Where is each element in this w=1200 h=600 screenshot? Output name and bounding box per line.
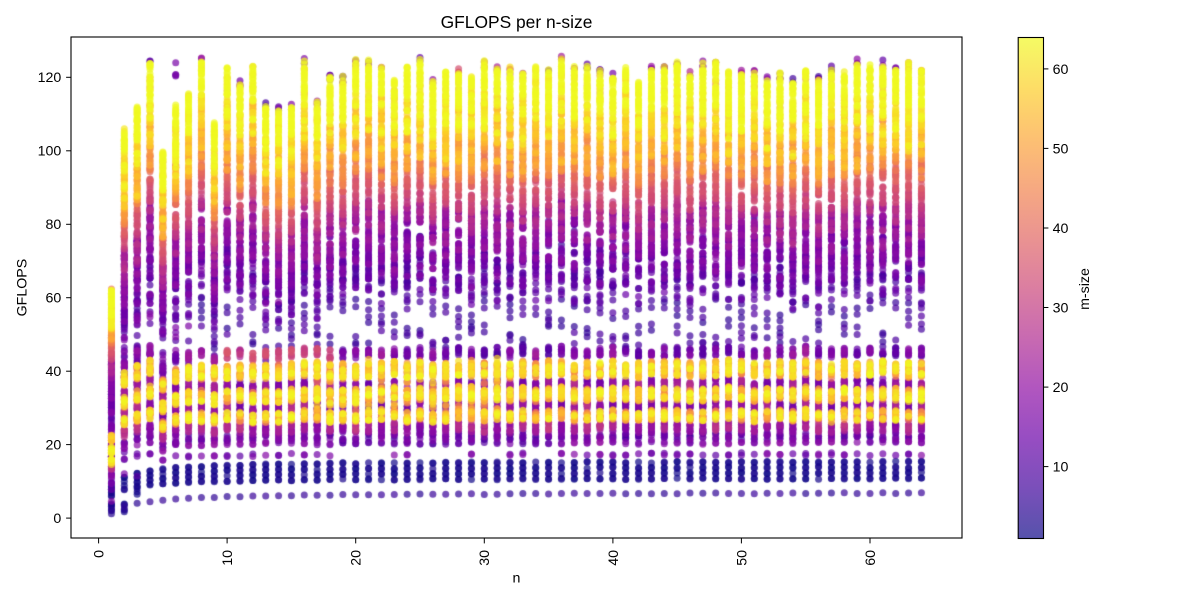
svg-text:10: 10	[220, 550, 236, 566]
svg-text:GFLOPS per n-size: GFLOPS per n-size	[441, 12, 593, 32]
svg-text:120: 120	[38, 70, 62, 86]
svg-text:0: 0	[53, 511, 61, 527]
svg-text:50: 50	[1053, 141, 1069, 157]
svg-text:30: 30	[477, 550, 493, 566]
svg-text:100: 100	[38, 144, 62, 160]
svg-text:80: 80	[46, 217, 62, 233]
svg-text:60: 60	[863, 550, 879, 566]
svg-text:60: 60	[46, 291, 62, 307]
svg-text:n: n	[513, 570, 521, 586]
svg-text:20: 20	[349, 550, 365, 566]
svg-text:GFLOPS: GFLOPS	[15, 259, 31, 317]
svg-text:50: 50	[734, 550, 750, 566]
svg-text:20: 20	[46, 438, 62, 454]
svg-text:10: 10	[1053, 460, 1069, 476]
svg-text:60: 60	[1053, 62, 1069, 78]
svg-text:40: 40	[46, 364, 62, 380]
svg-text:30: 30	[1053, 300, 1069, 316]
svg-text:20: 20	[1053, 380, 1069, 396]
svg-text:40: 40	[1053, 221, 1069, 237]
svg-text:m-size: m-size	[1077, 268, 1093, 310]
svg-text:40: 40	[606, 550, 622, 566]
svg-text:0: 0	[92, 550, 108, 558]
